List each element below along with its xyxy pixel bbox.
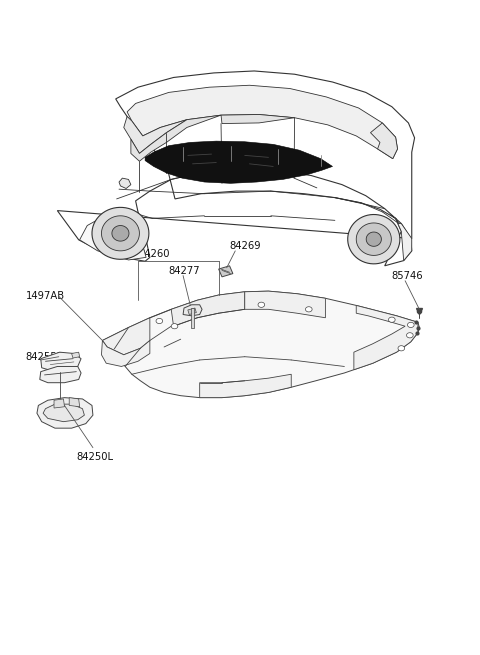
Polygon shape — [101, 215, 139, 251]
Text: 84269: 84269 — [229, 241, 261, 251]
Polygon shape — [43, 404, 84, 422]
Polygon shape — [219, 266, 233, 277]
Polygon shape — [40, 366, 81, 383]
Polygon shape — [396, 218, 412, 261]
Polygon shape — [57, 71, 415, 266]
Polygon shape — [258, 302, 264, 307]
Polygon shape — [354, 305, 418, 369]
Text: 84260: 84260 — [138, 250, 169, 259]
Polygon shape — [69, 398, 80, 407]
Polygon shape — [156, 318, 163, 324]
Polygon shape — [221, 115, 295, 124]
Polygon shape — [127, 85, 397, 159]
Polygon shape — [407, 333, 413, 338]
Polygon shape — [41, 352, 81, 371]
Text: 1497AB: 1497AB — [25, 291, 65, 301]
Polygon shape — [119, 178, 131, 189]
Polygon shape — [408, 322, 414, 328]
Polygon shape — [191, 308, 193, 328]
Polygon shape — [37, 398, 93, 428]
Polygon shape — [102, 318, 150, 355]
Text: 84255R: 84255R — [25, 352, 64, 362]
Text: 85746: 85746 — [392, 271, 423, 281]
Polygon shape — [398, 346, 405, 351]
Polygon shape — [80, 218, 146, 260]
Polygon shape — [102, 291, 420, 398]
Polygon shape — [245, 291, 325, 318]
Polygon shape — [124, 117, 187, 153]
Polygon shape — [171, 291, 245, 326]
Polygon shape — [72, 352, 80, 358]
Polygon shape — [112, 225, 129, 241]
Polygon shape — [305, 307, 312, 312]
Polygon shape — [371, 123, 397, 159]
Polygon shape — [356, 223, 391, 255]
Text: 84277: 84277 — [168, 265, 200, 276]
Polygon shape — [101, 341, 150, 366]
Polygon shape — [388, 317, 395, 322]
Polygon shape — [183, 305, 202, 316]
Polygon shape — [200, 374, 291, 398]
Polygon shape — [145, 141, 333, 183]
Polygon shape — [348, 214, 400, 264]
Polygon shape — [188, 308, 196, 314]
Text: 84250L: 84250L — [76, 452, 113, 462]
Polygon shape — [171, 324, 178, 329]
Polygon shape — [131, 115, 221, 161]
Polygon shape — [54, 399, 64, 408]
Polygon shape — [366, 232, 382, 246]
Polygon shape — [92, 208, 149, 259]
